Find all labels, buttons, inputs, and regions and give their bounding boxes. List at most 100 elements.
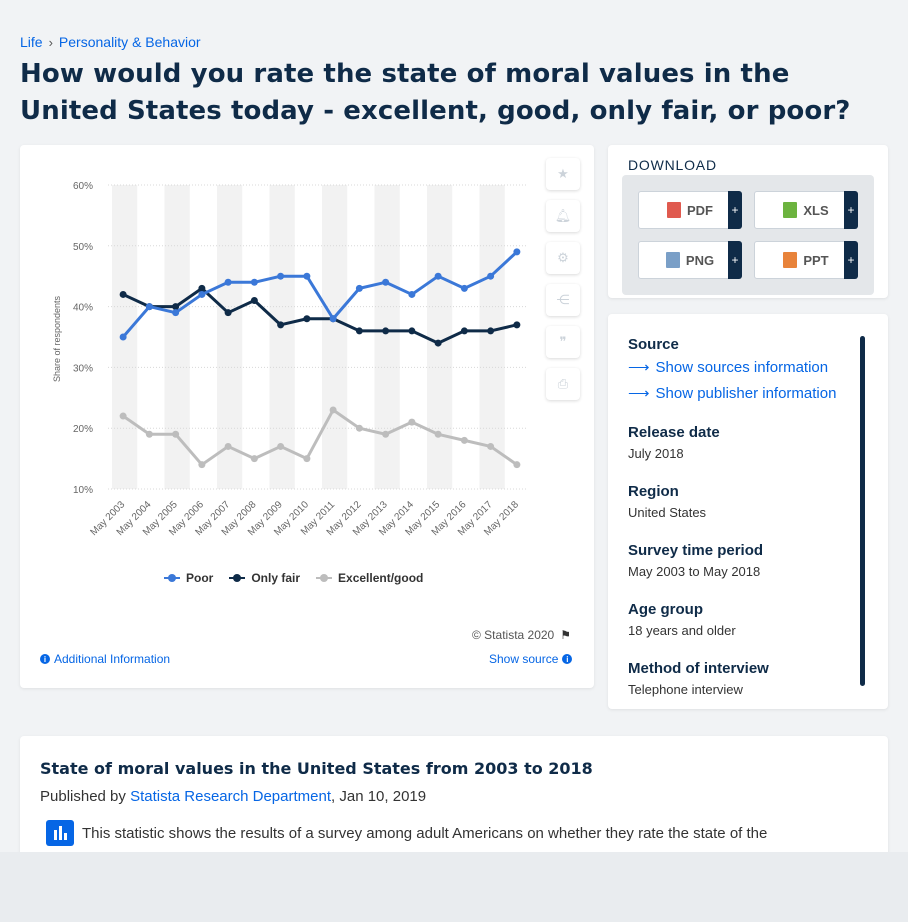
footer-band (0, 852, 908, 922)
data-point (172, 303, 180, 311)
data-point (408, 327, 416, 335)
pdf-file-icon (667, 202, 681, 218)
data-point (355, 327, 363, 335)
data-point (303, 455, 311, 463)
show-source-label: Show source (489, 652, 559, 666)
download-title: DOWNLOAD (628, 157, 717, 173)
chart-toolbar: ★ 🔔︎ ⚙ ⋲ ❞ ⎙ (546, 158, 580, 400)
copyright: © Statista 2020 ⚑ (472, 628, 571, 642)
breadcrumb-chevron-icon: › (48, 34, 53, 50)
download-ppt-plus[interactable]: + (844, 241, 858, 279)
method-value: Telephone interview (628, 682, 743, 697)
info-icon: i (562, 654, 573, 664)
data-point (198, 284, 206, 292)
download-panel: PDF + XLS + PNG + PPT + (622, 175, 874, 295)
print-icon[interactable]: ⎙ (546, 368, 580, 400)
published-by: Published by Statista Research Departmen… (40, 788, 426, 805)
data-point (224, 442, 232, 450)
additional-information-link[interactable]: i Additional Information (40, 652, 170, 666)
data-point (277, 442, 285, 450)
show-sources-label: Show sources information (655, 358, 829, 376)
data-point (119, 333, 127, 341)
data-point (434, 272, 442, 280)
release-date-value: July 2018 (628, 446, 684, 461)
download-xls-plus[interactable]: + (844, 191, 858, 229)
xls-file-icon (783, 202, 798, 218)
copyright-text: © Statista 2020 (472, 628, 555, 642)
data-point (329, 315, 337, 323)
legend-item-excellent-good[interactable]: Excellent/good (316, 571, 423, 585)
data-point (355, 284, 363, 292)
share-icon[interactable]: ⋲ (546, 284, 580, 316)
download-png-button[interactable]: PNG (638, 241, 742, 279)
data-point (382, 430, 390, 438)
flag-icon[interactable]: ⚑ (560, 628, 571, 642)
data-point (119, 290, 127, 298)
legend-swatch (229, 574, 246, 582)
data-point (198, 290, 206, 298)
data-point (303, 272, 311, 280)
legend-label: Excellent/good (338, 571, 424, 585)
info-scrollbar[interactable] (860, 336, 865, 686)
download-card: DOWNLOAD PDF + XLS + PNG + PPT + (608, 145, 888, 298)
region-value: United States (628, 505, 707, 520)
breadcrumb-personality[interactable]: Personality & Behavior (58, 34, 201, 50)
download-pdf-button[interactable]: PDF (638, 191, 742, 229)
download-xls-button[interactable]: XLS (754, 191, 858, 229)
legend-label: Only fair (251, 571, 301, 585)
legend-item-only-fair[interactable]: Only fair (229, 571, 300, 585)
grid-band (322, 185, 348, 489)
notification-bell-icon[interactable]: 🔔︎ (546, 200, 580, 232)
show-publisher-link[interactable]: ⟶ Show publisher information (628, 384, 868, 403)
download-png-plus[interactable]: + (728, 241, 742, 279)
series-line-only-fair (122, 286, 518, 345)
data-point (277, 321, 285, 329)
grid-band (217, 185, 243, 489)
source-heading: Source (628, 336, 679, 353)
data-point (224, 309, 232, 317)
y-tick-label: 10% (73, 485, 93, 496)
show-source-link[interactable]: Show source i (489, 652, 573, 666)
show-sources-link[interactable]: ⟶ Show sources information (628, 358, 868, 377)
age-group-heading: Age group (628, 601, 703, 618)
statistic-description: This statistic shows the results of a su… (82, 825, 768, 842)
data-point (250, 297, 258, 305)
age-group-value: 18 years and older (628, 623, 736, 638)
grid-band (269, 185, 295, 489)
download-pdf-plus[interactable]: + (728, 191, 742, 229)
download-pdf-label: PDF (687, 202, 713, 218)
breadcrumb: Life › Personality & Behavior (20, 34, 201, 50)
cite-quote-icon[interactable]: ❞ (546, 326, 580, 358)
download-xls-label: XLS (803, 202, 829, 218)
info-card: Source ⟶ Show sources information ⟶ Show… (608, 314, 888, 709)
data-point (382, 327, 390, 335)
png-file-icon (665, 252, 680, 268)
data-point (513, 248, 521, 256)
download-ppt-button[interactable]: PPT (754, 241, 858, 279)
release-date-heading: Release date (628, 424, 720, 441)
grid-band (479, 185, 505, 489)
favorite-star-icon[interactable]: ★ (546, 158, 580, 190)
data-point (172, 430, 180, 438)
data-point (408, 418, 416, 426)
y-tick-label: 20% (73, 424, 93, 435)
download-ppt-label: PPT (803, 252, 829, 268)
data-point (172, 309, 180, 317)
data-point (382, 278, 390, 286)
grid-band (164, 185, 190, 489)
data-point (145, 430, 153, 438)
data-point (355, 424, 363, 432)
data-point (460, 327, 468, 335)
data-point (513, 461, 521, 469)
statistic-title: State of moral values in the United Stat… (40, 759, 593, 778)
data-point (434, 430, 442, 438)
publisher-link[interactable]: Statista Research Department (130, 788, 332, 805)
y-tick-label: 40% (73, 303, 93, 314)
data-point (198, 461, 206, 469)
arrow-right-icon: ⟶ (628, 385, 650, 402)
breadcrumb-life[interactable]: Life (20, 34, 43, 50)
survey-period-heading: Survey time period (628, 542, 764, 559)
data-point (487, 272, 495, 280)
legend-item-poor[interactable]: Poor (164, 571, 213, 585)
settings-gear-icon[interactable]: ⚙ (546, 242, 580, 274)
